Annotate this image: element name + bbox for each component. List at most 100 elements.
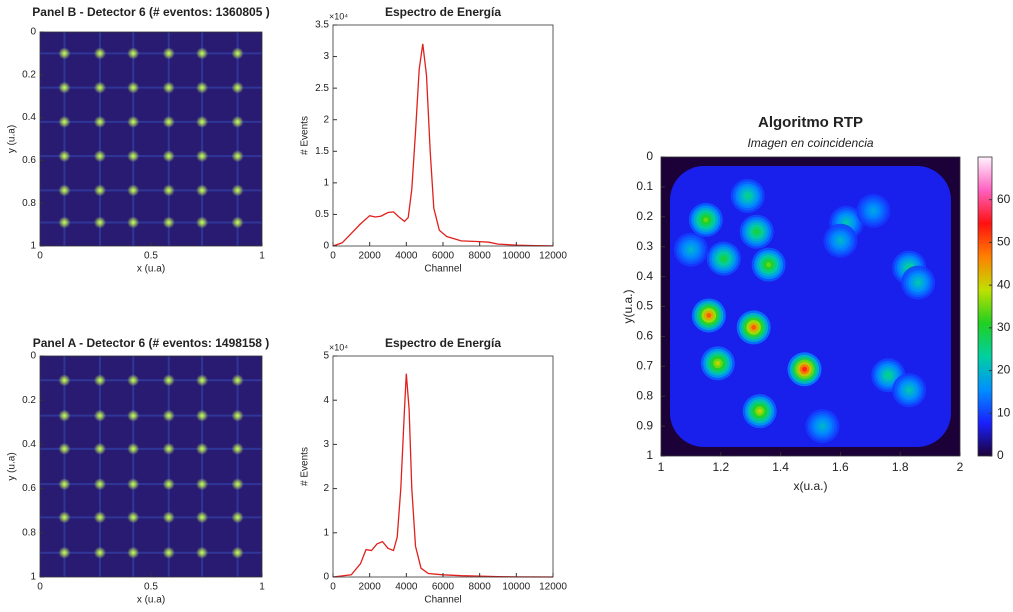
spot [58,409,71,422]
spot [127,81,140,94]
spot [93,442,106,455]
spot [231,442,244,455]
spot [58,511,71,524]
chart-title: Espectro de Energía [385,336,501,350]
spot [162,546,175,559]
spot [231,546,244,559]
y-tick-label: 3 [323,439,329,450]
y-tick-label: 0.8 [22,527,36,538]
chart-title: Panel A - Detector 6 (# eventos: 1498158… [33,336,270,350]
heat-blob [673,232,708,267]
colorbar-tick-label: 30 [997,320,1011,334]
heat-blob [751,247,786,282]
x-tick-label: 1 [259,251,265,262]
spot [93,546,106,559]
y-axis-label: y(u.a.) [621,289,635,323]
y-multiplier: ×10⁴ [329,342,348,352]
y-tick-label: 0.3 [636,239,653,253]
y-tick-label: 4 [323,395,329,406]
spot [196,184,209,197]
y-tick-label: 0.9 [636,418,653,432]
spot [196,216,209,229]
y-tick-label: 0.4 [636,269,653,283]
colorbar-tick-label: 0 [997,448,1004,462]
x-axis-label: x (u.a) [137,595,165,606]
y-tick-label: 0.1 [636,179,653,193]
y-tick-label: 0 [646,149,653,163]
spot [127,409,140,422]
spot [127,478,140,491]
spot [196,374,209,387]
x-tick-label: 0 [330,582,336,593]
x-tick-label: 1.8 [892,460,909,474]
spot [58,546,71,559]
heat-blob [739,214,774,249]
y-tick-label: 0.4 [22,439,36,450]
spot [93,216,106,229]
y-tick-label: 3.5 [315,20,329,31]
y-tick-label: 3 [323,51,329,62]
x-tick-label: 1 [259,582,265,593]
spectrum-line [332,373,554,578]
y-tick-label: 1 [30,241,36,252]
axes-frame [39,355,263,578]
x-tick-label: 2000 [359,251,382,262]
blob-ring [820,423,825,429]
heatmap-area [661,157,960,456]
blob-ring [870,208,876,214]
spot [127,184,140,197]
y-axis-label: # Events [300,447,311,486]
x-tick-label: 1 [658,460,665,474]
x-tick-label: 0.5 [144,251,158,262]
spot [93,511,106,524]
x-tick-label: 4000 [395,582,418,593]
spot [231,184,244,197]
blob-ring [745,193,751,199]
y-tick-label: 0 [30,27,36,38]
spot [231,409,244,422]
heat-blob [892,373,927,408]
spot [58,81,71,94]
axes-frame [332,24,554,247]
y-tick-label: 0.7 [636,358,653,372]
heat-blob [823,223,858,258]
colorbar-tick-label: 40 [997,277,1011,291]
spot [231,81,244,94]
heat-blob [688,202,723,237]
heat-blob [856,193,891,228]
x-axis-label: Channel [424,264,461,275]
y-tick-label: 0.2 [22,395,36,406]
heat-blob [736,310,771,345]
spot [231,478,244,491]
blob-ring [843,220,849,226]
spot [58,478,71,491]
y-tick-label: 2.5 [315,83,329,94]
spot [93,47,106,60]
y-tick-label: 2 [323,114,329,125]
y-tick-label: 0.5 [636,299,653,313]
spot [162,81,175,94]
blob-ring [721,256,727,262]
x-tick-label: 0 [330,251,336,262]
x-tick-label: 1.2 [712,460,729,474]
spot [162,216,175,229]
y-tick-label: 0 [323,241,329,252]
y-axis-label: y (u.a) [7,125,18,153]
y-tick-label: 0 [30,351,36,362]
heat-blob [706,241,741,276]
spot [93,115,106,128]
spot [162,150,175,163]
spot [93,184,106,197]
spot [93,150,106,163]
y-tick-label: 0.8 [636,388,653,402]
spot [231,374,244,387]
heat-blob [742,394,777,429]
spot [196,511,209,524]
chart-subtitle: Imagen en coincidencia [747,136,873,150]
heat-blob [787,352,822,387]
blob-ring [751,325,757,330]
heat-blob [730,178,765,213]
y-tick-label: 1 [646,448,653,462]
x-tick-label: 2 [957,460,964,474]
y-tick-label: 0.5 [315,209,329,220]
